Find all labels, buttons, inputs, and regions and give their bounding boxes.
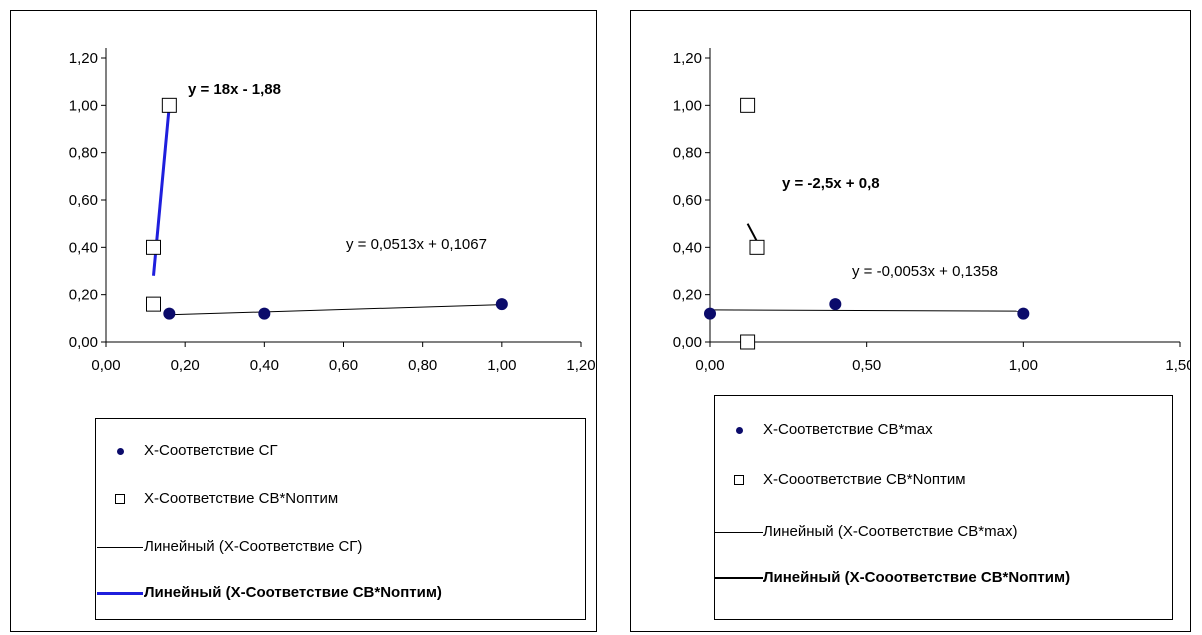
x-tick-label: 0,40: [250, 357, 279, 374]
trendline-swatch-icon: [97, 546, 143, 548]
trendline-1: [709, 309, 1024, 312]
legend-label: X-Соответствие СВ*Nоптим: [144, 490, 339, 507]
legend-entry-series-1: X-Соответствие СВ*max: [715, 420, 1172, 440]
trendline-1: [169, 304, 502, 316]
data-point-series-2: [740, 334, 756, 350]
chart-panel-left: 0,00 0,20 0,40 0,60 0,80 1,00 1,20 0,00 0,20 0,40…: [10, 10, 597, 632]
x-tick-label: 0,20: [171, 357, 200, 374]
legend-label: Линейный (X-Соответствие СВ*Nоптим): [144, 584, 442, 601]
legend-right: X-Соответствие СВ*max X-Сооответствие СВ…: [714, 395, 1173, 620]
chart-panel-right: 0,00 0,20 0,40 0,60 0,80 1,00 1,20 0,00 0,50 1,00…: [630, 10, 1191, 632]
y-tick-label: 0,00: [673, 334, 702, 351]
trendline-2: [746, 223, 758, 242]
y-tick-label: 0,80: [69, 145, 98, 162]
legend-label: X-Соответствие СГ: [144, 442, 278, 459]
y-tick-label: 1,20: [69, 50, 98, 67]
y-tick-label: 1,00: [69, 97, 98, 114]
data-point-series-1: [1017, 307, 1030, 320]
y-tick-label: 0,80: [673, 145, 702, 162]
legend-entry-trend-2: Линейный (X-Сооответствие СВ*Nоптим): [715, 568, 1172, 588]
data-point-series-2: [146, 239, 161, 255]
legend-entry-trend-1: Линейный (X-Соответствие СГ): [96, 537, 585, 557]
data-point-series-1: [258, 307, 271, 320]
y-tick-label: 0,00: [69, 334, 98, 351]
trendline-equation-1: y = -0,0053x + 0,1358: [852, 263, 998, 280]
legend-label: X-Соответствие СВ*max: [763, 421, 933, 438]
open-square-marker-icon: [115, 494, 125, 504]
trendline-equation-2: y = -2,5x + 0,8: [782, 175, 880, 192]
x-tick-label: 0,60: [329, 357, 358, 374]
data-point-series-2: [749, 239, 765, 255]
data-point-series-1: [829, 298, 842, 311]
legend-left: X-Соответствие СГ X-Соответствие СВ*Nопт…: [95, 418, 586, 620]
y-tick-label: 0,20: [69, 287, 98, 304]
trendline-swatch-icon: [97, 591, 143, 595]
plot-area-left: 0,00 0,20 0,40 0,60 0,80 1,00 1,20 0,00 0,20 0,40…: [69, 48, 596, 374]
y-tick-label: 1,20: [673, 50, 702, 67]
data-point-series-2: [146, 296, 161, 312]
trendline-equation-1: y = 0,0513x + 0,1067: [346, 236, 487, 253]
legend-entry-series-1: X-Соответствие СГ: [96, 441, 585, 461]
x-tick-label: 0,00: [695, 357, 724, 374]
trendline-swatch-icon: [715, 531, 763, 533]
x-tick-label: 1,20: [566, 357, 595, 374]
filled-circle-marker-icon: [735, 426, 743, 434]
legend-entry-series-2: X-Сооответствие СВ*Nоптим: [715, 470, 1172, 490]
plot-area-right: 0,00 0,20 0,40 0,60 0,80 1,00 1,20 0,00 0,50 1,00…: [673, 48, 1190, 374]
data-point-series-2: [161, 97, 177, 113]
y-tick-label: 0,60: [69, 192, 98, 209]
x-tick-label: 1,00: [1009, 357, 1038, 374]
data-point-series-1: [495, 298, 508, 311]
open-square-marker-icon: [734, 475, 744, 485]
legend-entry-series-2: X-Соответствие СВ*Nоптим: [96, 489, 585, 509]
y-tick-label: 0,20: [673, 287, 702, 304]
y-tick-label: 0,60: [673, 192, 702, 209]
y-tick-label: 1,00: [673, 97, 702, 114]
legend-label: Линейный (X-Соответствие СВ*max): [763, 523, 1018, 540]
data-point-series-1: [163, 307, 176, 320]
y-tick-label: 0,40: [673, 239, 702, 256]
x-tick-label: 1,00: [487, 357, 516, 374]
x-tick-label: 1,50: [1165, 357, 1190, 374]
legend-entry-trend-2: Линейный (X-Соответствие СВ*Nоптим): [96, 583, 585, 603]
x-tick-label: 0,50: [852, 357, 881, 374]
x-tick-label: 0,80: [408, 357, 437, 374]
y-tick-label: 0,40: [69, 239, 98, 256]
x-tick-label: 0,00: [91, 357, 120, 374]
filled-circle-marker-icon: [116, 447, 124, 455]
trendline-equation-2: y = 18x - 1,88: [188, 81, 281, 98]
data-point-series-1: [704, 307, 716, 320]
legend-label: X-Сооответствие СВ*Nоптим: [763, 471, 966, 488]
data-point-series-2: [740, 97, 756, 113]
trendline-swatch-icon: [715, 577, 763, 579]
legend-entry-trend-1: Линейный (X-Соответствие СВ*max): [715, 522, 1172, 542]
legend-label: Линейный (X-Сооответствие СВ*Nоптим): [763, 569, 1071, 586]
legend-label: Линейный (X-Соответствие СГ): [144, 538, 363, 555]
